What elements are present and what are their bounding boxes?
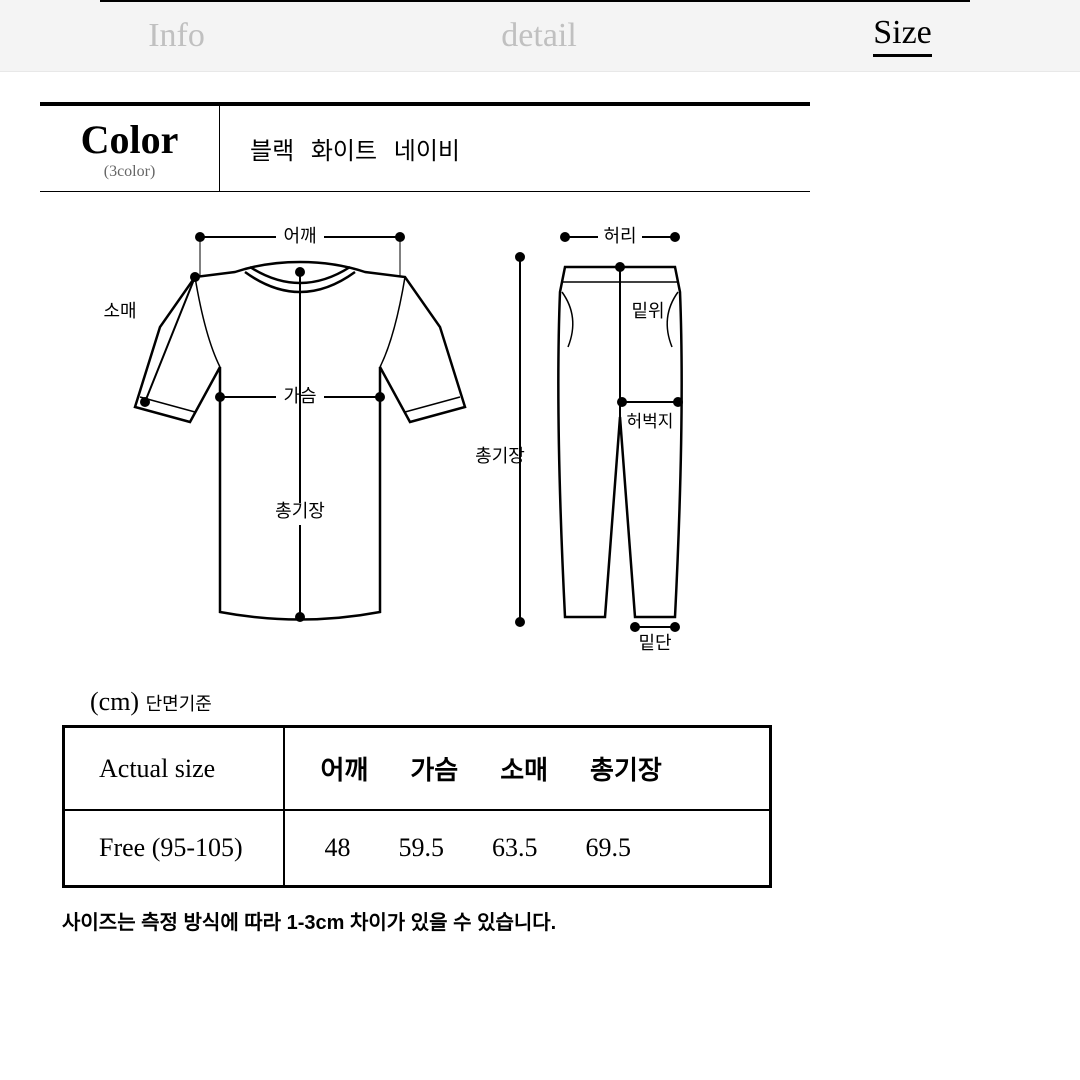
size-table: Actual size 어깨 가슴 소매 총기장 Free (95-105) 48 59.…	[62, 725, 772, 888]
unit-note: 단면기준	[146, 694, 212, 714]
color-heading: Color (3color)	[40, 106, 220, 191]
tab-size[interactable]: Size	[873, 14, 932, 57]
table-header-row: Actual size 어깨 가슴 소매 총기장	[64, 727, 771, 811]
svg-text:소매: 소매	[103, 301, 136, 321]
tab-bar: Info detail Size	[0, 0, 1080, 72]
column-header: 어깨	[321, 750, 369, 787]
color-title: Color	[40, 116, 219, 163]
measurement-diagram: 어깨소매가슴총기장허리밑위허벅지총기장밑단	[70, 217, 1040, 662]
color-subtitle: (3color)	[40, 163, 219, 181]
column-header: 가슴	[410, 750, 458, 787]
table-row: Free (95-105) 48 59.5 63.5 69.5	[64, 810, 771, 887]
cell-value: 69.5	[586, 833, 632, 863]
column-headers-cell: 어깨 가슴 소매 총기장	[284, 727, 771, 811]
column-header: 소매	[500, 750, 548, 787]
actual-size-label: Actual size	[64, 727, 284, 811]
svg-text:허벅지: 허벅지	[627, 412, 674, 431]
row-values-cell: 48 59.5 63.5 69.5	[284, 810, 771, 887]
svg-text:총기장: 총기장	[275, 501, 325, 521]
table-caption: (cm) 단면기준	[90, 687, 1040, 717]
tab-info[interactable]: Info	[148, 17, 205, 55]
cell-value: 59.5	[399, 833, 445, 863]
svg-text:어깨: 어깨	[283, 226, 316, 246]
column-header: 총기장	[590, 750, 662, 787]
color-block: Color (3color) 블랙 화이트 네이비	[40, 102, 810, 192]
size-footnote: 사이즈는 측정 방식에 따라 1-3cm 차이가 있을 수 있습니다.	[62, 906, 1040, 935]
svg-text:밑단: 밑단	[638, 633, 671, 653]
tab-detail[interactable]: detail	[501, 17, 577, 55]
color-values: 블랙 화이트 네이비	[220, 106, 810, 191]
unit-label: (cm)	[90, 687, 139, 716]
svg-text:밑위: 밑위	[631, 301, 664, 321]
svg-text:총기장: 총기장	[475, 446, 525, 466]
cell-value: 48	[325, 833, 351, 863]
cell-value: 63.5	[492, 833, 538, 863]
svg-text:허리: 허리	[603, 226, 636, 246]
row-label: Free (95-105)	[64, 810, 284, 887]
content: Color (3color) 블랙 화이트 네이비 어깨소매가슴총기장허리밑위허…	[0, 72, 1080, 935]
